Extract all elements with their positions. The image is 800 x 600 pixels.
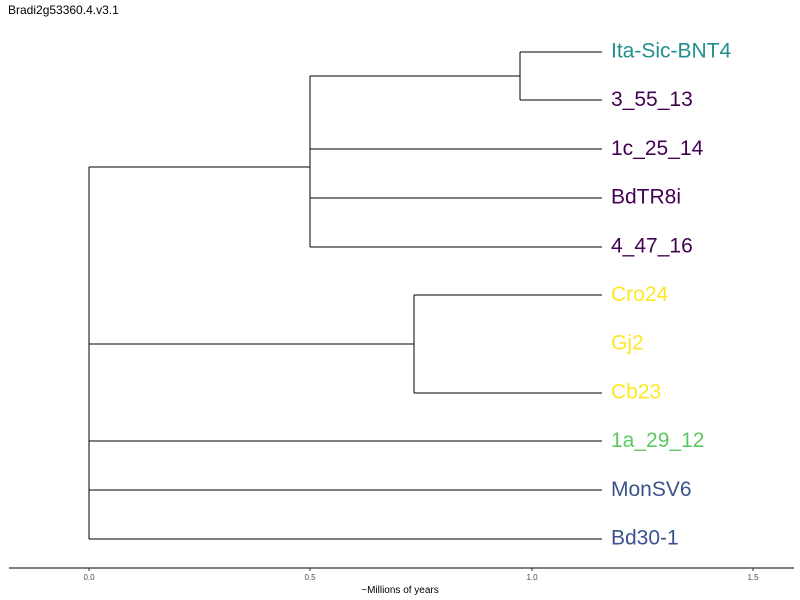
x-tick-label: 0.5 — [304, 573, 316, 582]
tip-label: Ita-Sic-BNT4 — [611, 40, 732, 63]
x-axis: 0.0 0.5 1.0 1.5 ~Millions of years — [9, 567, 794, 596]
x-tick-label: 0.0 — [83, 573, 95, 582]
tip-label: Cb23 — [611, 380, 661, 403]
x-tick-label: 1.5 — [747, 573, 759, 582]
tip-label: 1c_25_14 — [611, 137, 704, 160]
tip-label: 3_55_13 — [611, 88, 693, 111]
tree-branches — [88, 51, 602, 540]
tip-labels: Ita-Sic-BNT4 3_55_13 1c_25_14 BdTR8i 4_47_16… — [611, 40, 732, 550]
tip-label: BdTR8i — [611, 186, 681, 209]
tip-label: MonSV6 — [611, 478, 692, 501]
tip-label: 4_47_16 — [611, 234, 693, 257]
plot-title: Bradi2g53360.4.v3.1 — [8, 3, 119, 17]
tip-label: 1a_29_12 — [611, 429, 704, 452]
tip-label: Gj2 — [611, 332, 644, 355]
tip-label: Cro24 — [611, 283, 669, 306]
x-axis-title: ~Millions of years — [361, 585, 439, 596]
tip-label: Bd30-1 — [611, 527, 679, 550]
x-tick-label: 1.0 — [526, 573, 538, 582]
